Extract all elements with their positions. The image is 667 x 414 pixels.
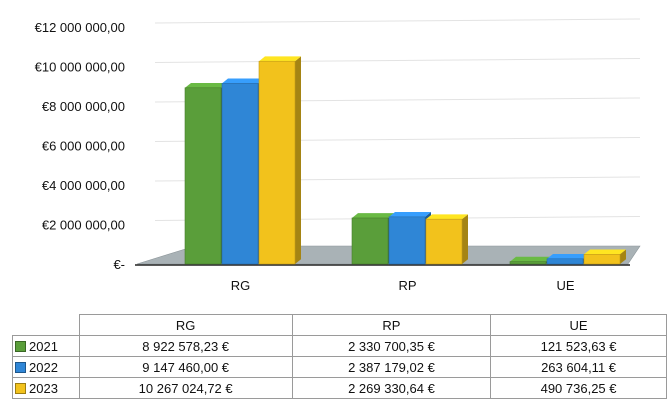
row-label-text: 2022	[29, 359, 58, 375]
table-header-row: RG RP UE	[12, 314, 667, 336]
bar-2023-RP	[425, 218, 463, 265]
column-header-ue: UE	[490, 314, 667, 336]
column-header-rg: RG	[78, 314, 293, 336]
bar-2022-UE	[546, 258, 584, 265]
data-table: RG RP UE 2021 8 922 578,23 € 2 330 700,3…	[12, 314, 667, 399]
table-cell: 490 736,25 €	[490, 377, 667, 399]
table-row: 2022 9 147 460,00 € 2 387 179,02 € 263 6…	[12, 356, 667, 378]
bar-top-2023-RP	[426, 214, 468, 220]
table-cell: 9 147 460,00 €	[78, 356, 293, 378]
bar-2022-RG	[221, 83, 259, 265]
gridline	[154, 58, 641, 63]
legend-key-2022	[15, 361, 26, 373]
table-cell: 263 604,11 €	[490, 356, 667, 378]
bar-top-2021-RG	[185, 82, 227, 88]
bar-side-2023-RG	[295, 56, 301, 264]
x-tick-label: UE	[556, 278, 574, 293]
bar-top-2022-UE	[547, 253, 589, 259]
y-tick-label: €12 000 000,00	[35, 20, 125, 35]
bar-2023-UE	[583, 254, 621, 265]
bar-top-2022-RP	[389, 212, 431, 217]
bar-top-2022-RG	[222, 78, 264, 84]
bar-top-2021-UE	[510, 256, 552, 262]
x-tick-label: RG	[231, 278, 251, 293]
table-cell: 2 330 700,35 €	[291, 335, 492, 357]
bar-top-2023-UE	[584, 249, 626, 255]
bar-2021-RG	[184, 87, 222, 265]
bar-2021-UE	[509, 261, 547, 265]
row-label-2022: 2022	[12, 356, 80, 378]
bar-2022-RP	[388, 216, 426, 265]
y-tick-label: €8 000 000,00	[42, 99, 125, 114]
table-cell: 121 523,63 €	[490, 335, 667, 357]
gridline	[154, 18, 641, 24]
y-tick-label: €10 000 000,00	[35, 60, 125, 75]
column-header-rp: RP	[291, 314, 492, 336]
y-tick-label: €4 000 000,00	[42, 178, 125, 193]
bar-chart: €- €2 000 000,00 €4 000 000,00 €6 000 000,0…	[35, 18, 641, 293]
y-tick-label: €2 000 000,00	[42, 218, 125, 233]
y-tick-label: €-	[113, 257, 125, 272]
table-cell: 8 922 578,23 €	[78, 335, 293, 357]
legend-key-2023	[15, 382, 26, 394]
table-cell: 2 269 330,64 €	[291, 377, 492, 399]
bar-2021-RP	[351, 217, 389, 265]
table-corner-cell	[12, 314, 80, 336]
table-row: 2021 8 922 578,23 € 2 330 700,35 € 121 5…	[12, 335, 667, 357]
row-label-text: 2021	[29, 338, 58, 354]
legend-key-2021	[15, 340, 26, 352]
row-label-text: 2023	[29, 380, 58, 396]
bar-side-2023-UE	[620, 249, 626, 264]
bar-side-2023-RP	[462, 214, 468, 264]
bar-top-2023-RG	[259, 56, 301, 62]
row-label-2021: 2021	[12, 335, 80, 357]
x-tick-label: RP	[398, 278, 416, 293]
bar-2023-RG	[258, 60, 296, 265]
row-label-2023: 2023	[12, 377, 80, 399]
bar-top-2021-RP	[352, 213, 394, 218]
y-tick-label: €6 000 000,00	[42, 139, 125, 154]
table-row: 2023 10 267 024,72 € 2 269 330,64 € 490 …	[12, 377, 667, 399]
table-cell: 2 387 179,02 €	[291, 356, 492, 378]
table-cell: 10 267 024,72 €	[78, 377, 293, 399]
